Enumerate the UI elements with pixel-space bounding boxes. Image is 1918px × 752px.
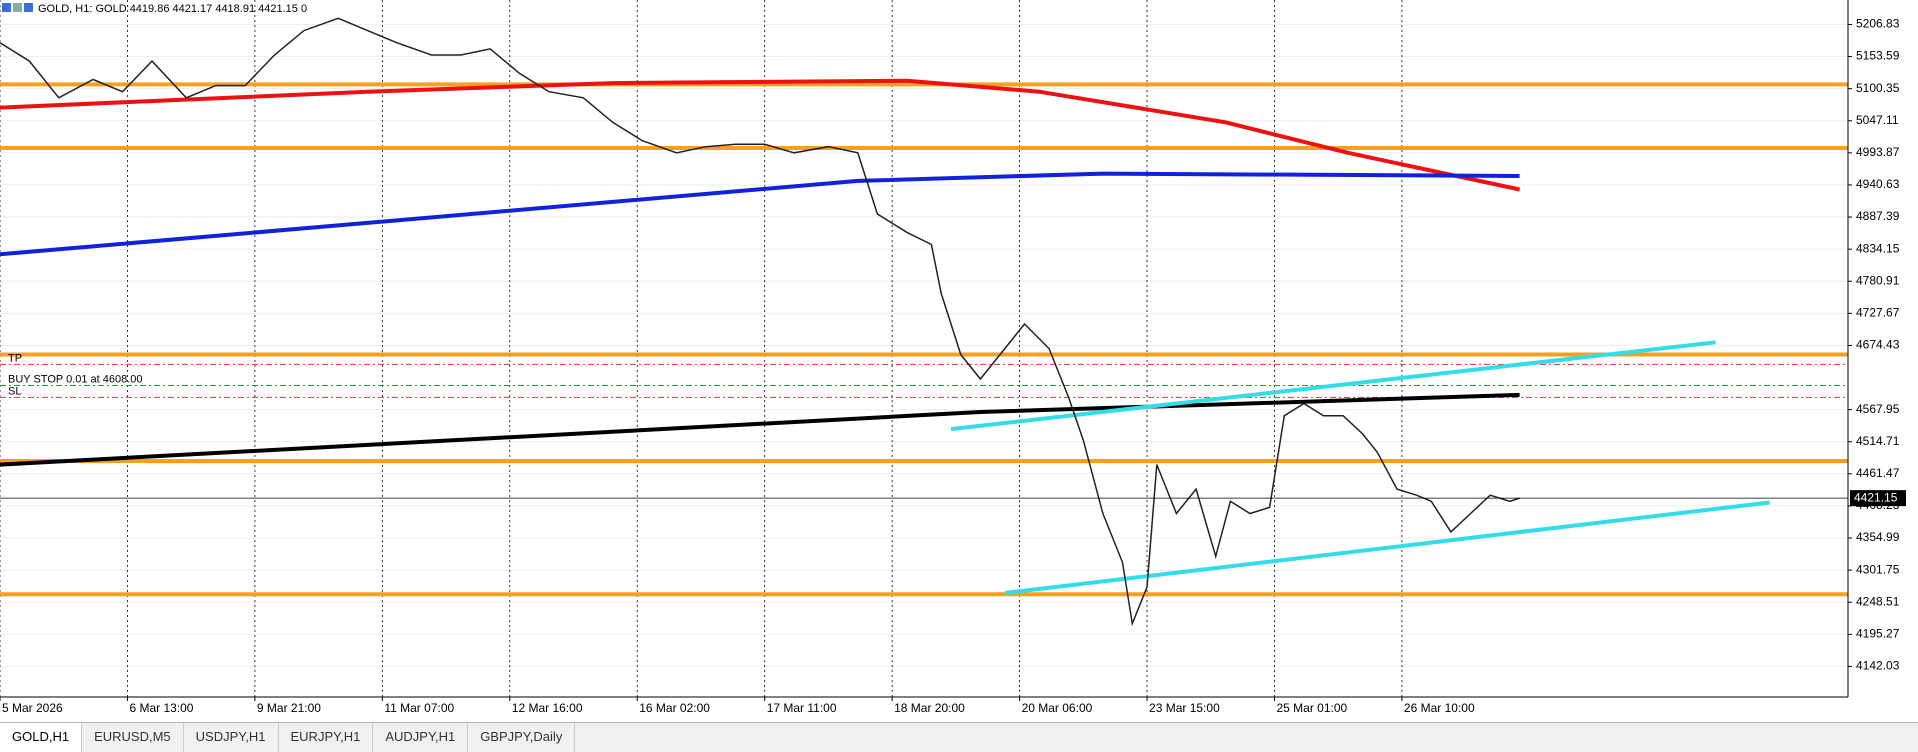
x-tick-label: 5 Mar 2026 <box>2 701 63 715</box>
y-tick-label: 4142.03 <box>1856 659 1900 673</box>
y-tick-label: 4887.39 <box>1856 209 1900 223</box>
y-tick-label: 4195.27 <box>1856 626 1900 640</box>
tab[interactable]: GOLD,H1 <box>0 723 83 752</box>
x-tick-label: 6 Mar 13:00 <box>129 701 193 715</box>
last-price-box <box>1850 490 1906 507</box>
y-tick-label: 4567.95 <box>1856 402 1900 416</box>
icon <box>2 3 11 12</box>
plot-area: 5206.83 5153.59 5100.35 5047.11 4993.87 4940.… <box>0 0 1906 715</box>
x-tick-label: 16 Mar 02:00 <box>639 701 710 715</box>
y-tick-label: 4301.75 <box>1856 562 1900 576</box>
trend-line <box>950 340 1716 432</box>
trend-line <box>0 392 1520 467</box>
tab[interactable]: AUDJPY,H1 <box>373 723 469 752</box>
y-tick-label: 4780.91 <box>1856 273 1900 287</box>
y-tick-label: 4461.47 <box>1856 466 1900 480</box>
trend-line <box>1004 500 1770 595</box>
symbol-info: GOLD, H1: GOLD 4419.86 4421.17 4418.91 4… <box>38 3 307 15</box>
y-tick-label: 5100.35 <box>1856 81 1900 95</box>
y-tick-label: 5153.59 <box>1856 49 1900 63</box>
order-label: BUY STOP 0.01 at 4608.00 <box>8 373 143 385</box>
y-tick-label: 4834.15 <box>1856 241 1900 255</box>
tab[interactable]: EURJPY,H1 <box>279 723 374 752</box>
icon <box>24 3 33 12</box>
chart: 5206.83 5153.59 5100.35 5047.11 4993.87 4940.… <box>0 0 1906 715</box>
y-tick-label: 4514.71 <box>1856 434 1900 448</box>
tab[interactable]: EURUSD,M5 <box>82 723 184 752</box>
icon <box>13 3 22 12</box>
y-tick-label: 4354.99 <box>1856 530 1900 544</box>
y-tick-label: 5206.83 <box>1856 17 1900 31</box>
y-tick-label: 4248.51 <box>1856 594 1900 608</box>
tab[interactable]: GBPJPY,Daily <box>468 723 576 752</box>
trend-line <box>0 171 1520 257</box>
order-label: TP <box>8 352 22 364</box>
tab[interactable]: USDJPY,H1 <box>184 723 279 752</box>
y-tick-label: 4940.63 <box>1856 177 1900 191</box>
x-tick-label: 11 Mar 07:00 <box>384 701 454 715</box>
tab-bar: GOLD,H1 EURUSD,M5 USDJPY,H1 EURJPY,H1 AUDJPY… <box>0 722 1918 752</box>
y-tick-label: 4727.67 <box>1856 306 1900 320</box>
order-label: SL <box>8 385 21 397</box>
x-tick-label: 18 Mar 20:00 <box>894 701 965 715</box>
x-tick-label: 23 Mar 15:00 <box>1149 701 1220 715</box>
last-price-label: 4421.15 <box>1854 490 1898 504</box>
y-tick-label: 4674.43 <box>1856 338 1900 352</box>
y-tick-label: 4993.87 <box>1856 145 1900 159</box>
x-tick-label: 25 Mar 01:00 <box>1276 701 1347 715</box>
x-tick-label: 26 Mar 10:00 <box>1404 701 1475 715</box>
price-line <box>0 17 1520 627</box>
x-tick-label: 17 Mar 11:00 <box>767 701 837 715</box>
x-tick-label: 9 Mar 21:00 <box>257 701 321 715</box>
x-tick-label: 20 Mar 06:00 <box>1022 701 1093 715</box>
trend-line <box>0 78 1521 192</box>
y-tick-label: 5047.11 <box>1856 113 1899 127</box>
x-tick-label: 12 Mar 16:00 <box>512 701 583 715</box>
